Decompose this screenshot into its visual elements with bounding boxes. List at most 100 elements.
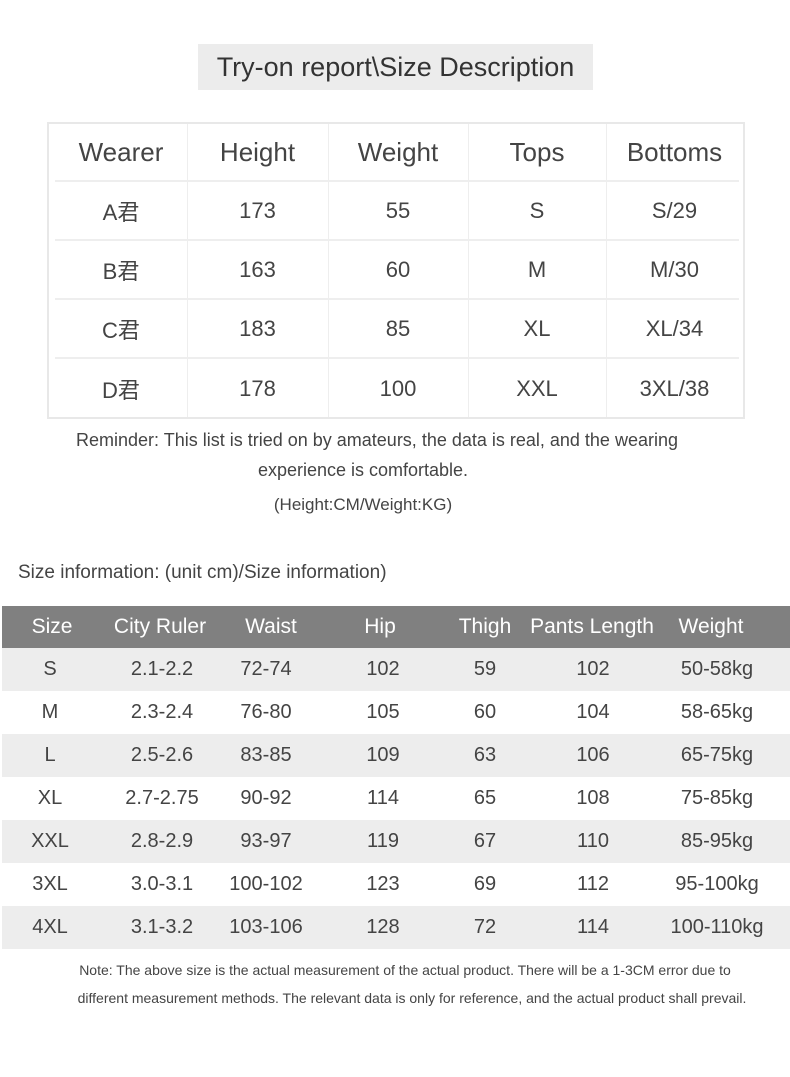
table-row: S 2.1-2.2 72-74 102 59 102 50-58kg — [2, 648, 790, 691]
table-cell: 69 — [473, 873, 497, 895]
table-cell: 50-58kg — [680, 658, 754, 680]
table-cell: XXL — [31, 830, 69, 852]
table-cell: 102 — [366, 658, 400, 680]
table-cell: 109 — [366, 744, 400, 766]
table-header-row: Wearer Height Weight Tops Bottoms — [55, 124, 739, 182]
table-cell: 163 — [239, 256, 276, 282]
table-cell: 178 — [239, 375, 276, 401]
table-row: L 2.5-2.6 83-85 109 63 106 65-75kg — [2, 734, 790, 777]
page-title: Try-on report\Size Description — [198, 44, 593, 90]
column-header: Tops — [509, 136, 565, 167]
column-header: City Ruler — [113, 615, 207, 638]
table-cell: 63 — [473, 744, 497, 766]
table-cell: 2.3-2.4 — [130, 701, 194, 723]
table-cell: 55 — [385, 197, 411, 223]
table-row: XL 2.7-2.75 90-92 114 65 108 75-85kg — [2, 777, 790, 820]
table-row: A君 173 55 S S/29 — [55, 182, 739, 241]
table-row: C君 183 85 XL XL/34 — [55, 300, 739, 359]
reminder-line-2: experience is comfortable. — [257, 460, 469, 480]
table-cell: A君 — [102, 199, 140, 225]
column-header: Weight — [678, 615, 744, 638]
table-cell: 2.1-2.2 — [130, 658, 194, 680]
column-divider — [328, 124, 329, 417]
table-cell: 3.0-3.1 — [130, 873, 194, 895]
column-header: Waist — [245, 615, 297, 638]
table-cell: 2.8-2.9 — [130, 830, 194, 852]
table-cell: 128 — [366, 916, 400, 938]
table-cell: 93-97 — [240, 830, 292, 852]
column-header: Size — [31, 615, 73, 638]
column-divider — [606, 124, 607, 417]
table-cell: 105 — [366, 701, 400, 723]
table-cell: 112 — [577, 873, 609, 895]
table-cell: 3.1-3.2 — [130, 916, 194, 938]
table-cell: M/30 — [650, 256, 699, 282]
table-cell: 72 — [473, 916, 497, 938]
table-cell: XL — [523, 315, 551, 341]
table-row: B君 163 60 M M/30 — [55, 241, 739, 300]
table-cell: XL/34 — [645, 315, 704, 341]
reminder-line-1: Reminder: This list is tried on by amate… — [76, 430, 678, 450]
table-cell: 3XL — [32, 873, 68, 895]
column-header: Thigh — [458, 615, 512, 638]
table-cell: 102 — [576, 658, 610, 680]
table-cell: M — [41, 701, 59, 723]
column-header: Pants Length — [530, 615, 654, 638]
table-cell: 95-100kg — [675, 873, 759, 895]
column-header: Hip — [364, 615, 396, 638]
table-cell: 173 — [239, 197, 276, 223]
table-cell: 183 — [239, 315, 276, 341]
table-cell: B君 — [102, 258, 140, 284]
table-cell: 100-110kg — [670, 916, 764, 938]
column-divider — [187, 124, 188, 417]
table-cell: 65-75kg — [680, 744, 754, 766]
table-cell: 59 — [473, 658, 497, 680]
column-header: Weight — [357, 136, 439, 167]
table-cell: 3XL/38 — [639, 375, 710, 401]
table-cell: 58-65kg — [680, 701, 754, 723]
table-row: D君 178 100 XXL 3XL/38 — [55, 359, 739, 418]
table-cell: 72-74 — [240, 658, 292, 680]
table-cell: 60 — [385, 256, 411, 282]
table-cell: 100 — [379, 375, 417, 401]
table-cell: 108 — [576, 787, 610, 809]
table-cell: 90-92 — [240, 787, 292, 809]
table-cell: 67 — [473, 830, 497, 852]
table-cell: 76-80 — [240, 701, 292, 723]
column-header: Bottoms — [626, 136, 723, 167]
footnote-line-1: Note: The above size is the actual measu… — [79, 962, 731, 978]
table-row: 4XL 3.1-3.2 103-106 128 72 114 100-110kg — [2, 906, 790, 949]
size-table: Size City Ruler Waist Hip Thigh Pants Length W… — [2, 606, 790, 949]
wearer-table: Wearer Height Weight Tops Bottoms A君 173 55 S S/2… — [47, 122, 745, 419]
table-cell: 4XL — [32, 916, 68, 938]
table-row: M 2.3-2.4 76-80 105 60 104 58-65kg — [2, 691, 790, 734]
table-cell: L — [44, 744, 56, 766]
footnote-line-2: different measurement methods. The relev… — [77, 990, 747, 1006]
table-row: 3XL 3.0-3.1 100-102 123 69 112 95-100kg — [2, 863, 790, 906]
table-cell: 2.5-2.6 — [130, 744, 194, 766]
table-cell: 60 — [473, 701, 497, 723]
column-divider — [468, 124, 469, 417]
table-cell: 114 — [577, 916, 609, 938]
units-note: (Height:CM/Weight:KG) — [273, 495, 453, 514]
table-cell: XL — [37, 787, 63, 809]
table-cell: 103-106 — [229, 916, 303, 938]
table-cell: 83-85 — [240, 744, 292, 766]
table-cell: S — [43, 658, 57, 680]
table-cell: D君 — [102, 377, 140, 403]
table-cell: XXL — [516, 375, 558, 401]
table-cell: 104 — [576, 701, 610, 723]
table-cell: S/29 — [651, 197, 698, 223]
table-header-row: Size City Ruler Waist Hip Thigh Pants Length W… — [2, 606, 790, 648]
table-cell: M — [527, 256, 547, 282]
column-header: Height — [219, 136, 296, 167]
table-cell: C君 — [102, 317, 140, 343]
table-cell: 100-102 — [229, 873, 303, 895]
table-cell: 85-95kg — [680, 830, 754, 852]
table-cell: 123 — [366, 873, 400, 895]
size-info-label: Size information: (unit cm)/Size informa… — [18, 562, 387, 583]
table-cell: 75-85kg — [680, 787, 754, 809]
table-cell: 110 — [577, 830, 609, 852]
table-cell: 106 — [576, 744, 610, 766]
column-header: Wearer — [78, 136, 164, 167]
